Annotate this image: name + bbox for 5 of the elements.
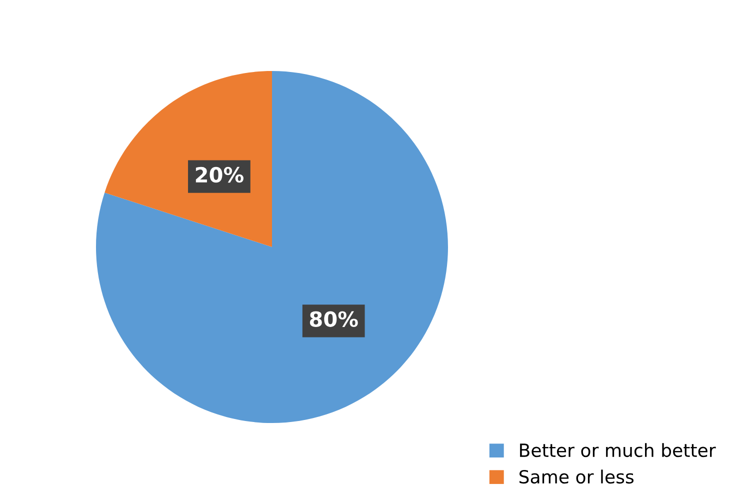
legend-label: Better or much better [520, 443, 716, 458]
data-label: 20% [196, 166, 244, 183]
legend-label: Same or less [519, 470, 634, 484]
pie-slice [96, 71, 448, 423]
data-label: 80% [310, 311, 358, 327]
